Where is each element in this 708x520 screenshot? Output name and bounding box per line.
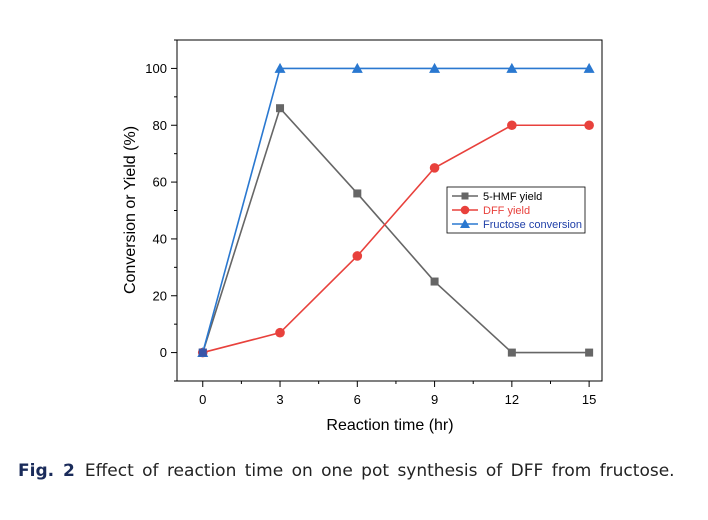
- x-tick-label: 9: [431, 392, 438, 407]
- legend: 5-HMF yield DFF yield Fructose conversion: [446, 186, 586, 234]
- y-axis-label: Conversion or Yield (%): [122, 126, 139, 294]
- data-point-dff-yield: [429, 163, 440, 173]
- x-axis-label: Reaction time (hr): [326, 417, 453, 434]
- data-point-fructose-conversion: [429, 62, 441, 73]
- x-tick-label: 3: [276, 392, 283, 407]
- figure-caption: Fig. 2 Effect of reaction time on one pot…: [18, 458, 702, 485]
- data-point-dff-yield: [584, 120, 594, 131]
- data-point-dff-yield: [275, 327, 285, 338]
- data-point-5-hmf-yield: [276, 104, 285, 113]
- legend-marker-dff-yield: [460, 205, 470, 215]
- data-point-fructose-conversion: [506, 62, 518, 73]
- data-point-origin: [198, 348, 207, 357]
- y-tick-label: 0: [160, 345, 167, 360]
- data-point-dff-yield: [352, 251, 363, 261]
- data-point-5-hmf-yield: [430, 277, 439, 286]
- data-point-5-hmf-yield: [507, 348, 516, 357]
- y-tick-label: 60: [153, 175, 167, 190]
- figure-caption-text: Effect of reaction time on one pot synth…: [84, 461, 675, 481]
- legend-label-5-hmf-yield: 5-HMF yield: [483, 191, 542, 203]
- x-tick-label: 15: [582, 392, 596, 407]
- series-line-5-hmf-yield: [201, 106, 590, 354]
- legend-marker-fructose-conversion: [460, 219, 470, 228]
- legend-marker-5-hmf-yield: [461, 192, 469, 200]
- data-point-fructose-conversion: [351, 62, 363, 73]
- data-point-5-hmf-yield: [353, 189, 362, 198]
- y-tick-label: 80: [153, 118, 167, 133]
- series-line-dff-yield: [202, 124, 590, 354]
- x-tick-label: 6: [354, 392, 361, 407]
- legend-label-fructose-conversion: Fructose conversion: [483, 219, 582, 231]
- series-layer: [197, 62, 595, 358]
- y-tick-label: 20: [153, 288, 167, 303]
- y-tick-label: 40: [153, 231, 167, 246]
- legend-label-dff-yield: DFF yield: [483, 205, 530, 217]
- data-point-fructose-conversion: [274, 62, 286, 73]
- series-line-fructose-conversion: [201, 67, 590, 353]
- data-point-dff-yield: [507, 120, 517, 131]
- x-tick-label: 0: [199, 392, 206, 407]
- x-tick-label: 12: [505, 392, 519, 407]
- data-point-fructose-conversion: [583, 62, 595, 73]
- figure-label: Fig. 2: [18, 461, 75, 481]
- data-point-5-hmf-yield: [585, 348, 594, 357]
- ticks-layer: 0 3 6 9 12 15 0 20 40 60 80 100: [145, 39, 596, 407]
- y-tick-label: 100: [145, 61, 167, 76]
